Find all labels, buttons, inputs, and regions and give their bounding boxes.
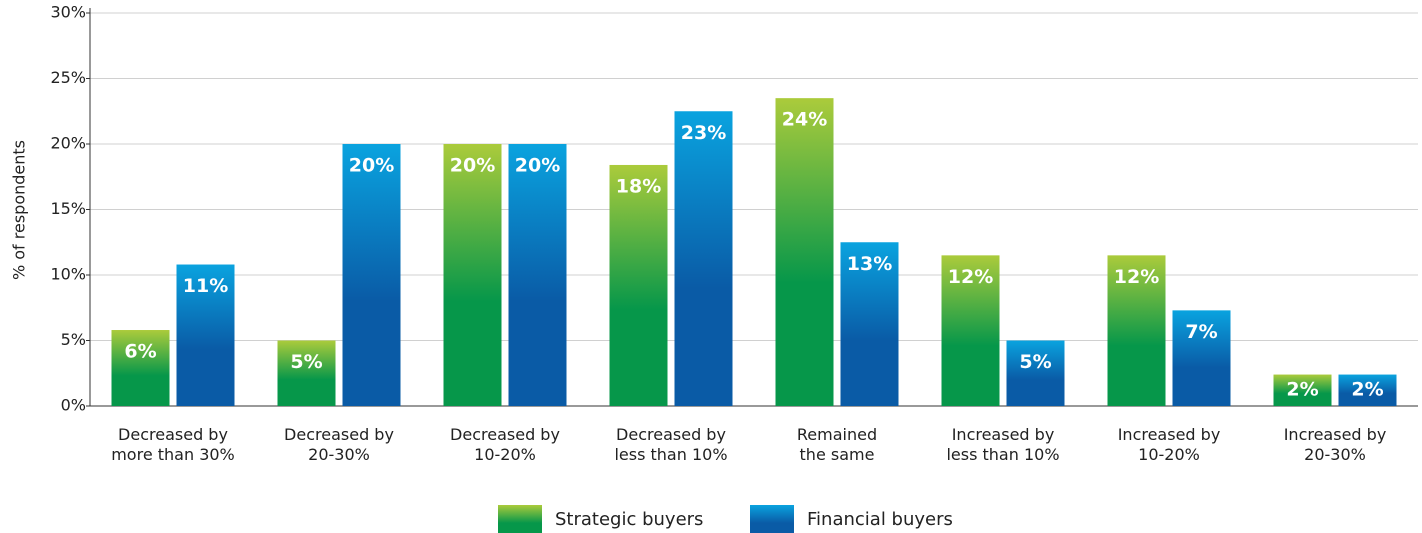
legend-swatch xyxy=(750,505,794,533)
bar xyxy=(277,340,336,406)
value-label: 2% xyxy=(1351,379,1383,401)
bar xyxy=(1338,374,1397,406)
value-label: 18% xyxy=(616,175,661,197)
x-tick-label: Decreased by more than 30% xyxy=(111,425,235,464)
value-label: 6% xyxy=(124,341,156,363)
y-tick-label: 15% xyxy=(50,199,86,218)
y-axis-label: % of respondents xyxy=(10,140,29,280)
x-tick-label: Remained the same xyxy=(796,425,878,464)
value-label: 12% xyxy=(1114,266,1159,288)
bar xyxy=(674,111,733,406)
value-label: 5% xyxy=(290,351,322,373)
bar xyxy=(1006,340,1065,406)
value-label: 13% xyxy=(847,253,892,275)
bar xyxy=(1172,310,1231,406)
y-tick-label: 0% xyxy=(61,396,86,415)
bar xyxy=(1107,255,1166,406)
legend-label: Strategic buyers xyxy=(555,509,703,530)
bar xyxy=(111,330,170,406)
bar xyxy=(941,255,1000,406)
y-tick-label: 20% xyxy=(50,134,86,153)
y-tick-label: 30% xyxy=(50,3,86,22)
legend-swatch xyxy=(498,505,542,533)
legend-label: Financial buyers xyxy=(807,509,953,530)
bar xyxy=(609,164,668,406)
value-label: 20% xyxy=(515,155,560,177)
value-label: 7% xyxy=(1185,321,1217,343)
bar xyxy=(443,144,502,406)
bar xyxy=(176,264,235,406)
x-tick-label: Decreased by 20-30% xyxy=(284,425,394,464)
bar xyxy=(840,242,899,406)
x-tick-label: Increased by less than 10% xyxy=(946,425,1060,464)
value-label: 20% xyxy=(450,155,495,177)
x-tick-label: Increased by 10-20% xyxy=(1117,425,1221,464)
value-label: 12% xyxy=(948,266,993,288)
value-label: 5% xyxy=(1019,351,1051,373)
value-label: 23% xyxy=(681,122,726,144)
y-tick-label: 25% xyxy=(50,68,86,87)
value-label: 24% xyxy=(782,109,827,131)
y-tick-label: 5% xyxy=(61,330,86,349)
x-tick-label: Decreased by 10-20% xyxy=(450,425,560,464)
value-label: 11% xyxy=(183,275,228,297)
bar xyxy=(508,144,567,406)
bar xyxy=(775,98,834,407)
value-label: 2% xyxy=(1286,379,1318,401)
bar xyxy=(342,144,401,406)
value-label: 20% xyxy=(349,155,394,177)
y-tick-label: 10% xyxy=(50,265,86,284)
bar xyxy=(1273,374,1332,406)
x-tick-label: Decreased by less than 10% xyxy=(614,425,728,464)
x-tick-label: Increased by 20-30% xyxy=(1283,425,1387,464)
